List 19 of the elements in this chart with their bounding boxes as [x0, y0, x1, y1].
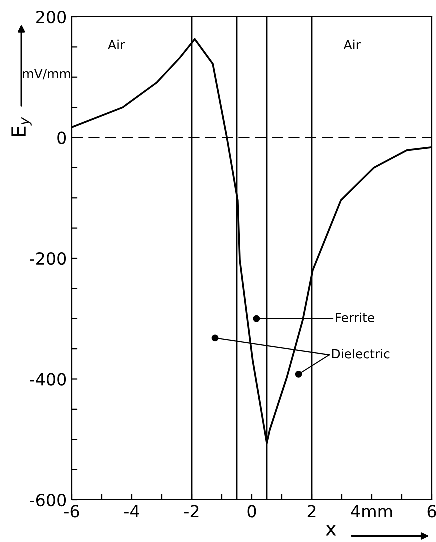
x-tick-label: 2: [308, 505, 316, 518]
x-tick-label: 0: [248, 505, 256, 518]
y-tick-label: -200: [30, 252, 66, 266]
y-tick-label: 200: [36, 10, 66, 24]
annotation: Ferrite: [336, 312, 374, 322]
y-tick-label: -400: [30, 373, 66, 386]
y-tick-label: -600: [30, 494, 66, 507]
annotation: Air: [108, 40, 126, 50]
x-tick-label: -2: [184, 505, 199, 518]
x-tick-label: -6: [64, 505, 80, 518]
annotation: Air: [344, 40, 361, 50]
annotation: Dielectric: [332, 349, 390, 359]
x-axis-title: x: [326, 525, 336, 536]
x-tick-label: -4: [124, 505, 140, 518]
x-tick-label: 6: [428, 505, 436, 518]
text: mV/mm: [23, 69, 70, 80]
y-tick-label: 0: [58, 132, 66, 144]
x-tick-label: 4mm: [351, 505, 392, 518]
y-axis-title: E$_{y}$: [12, 117, 32, 136]
